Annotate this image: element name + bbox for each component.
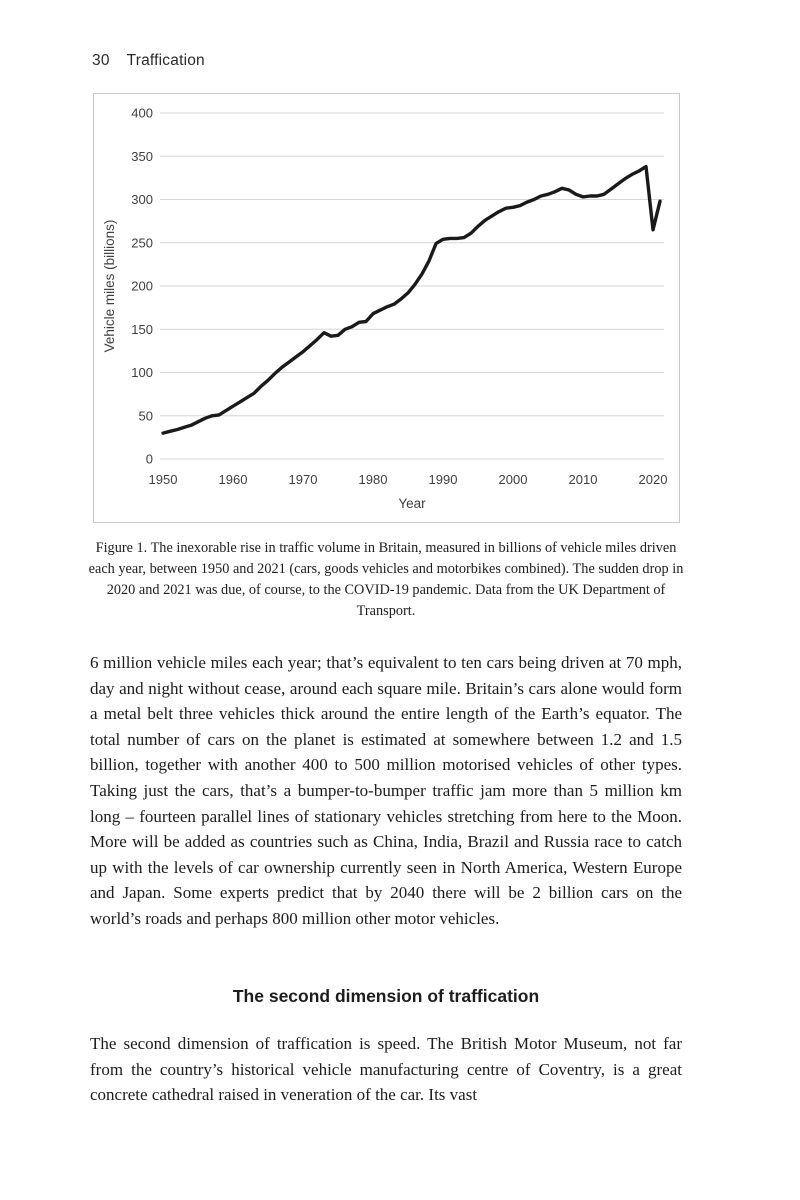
body-paragraph-2: The second dimension of traffication is … xyxy=(90,1034,682,1105)
y-tick-label: 100 xyxy=(131,365,153,380)
y-tick-label: 400 xyxy=(131,106,153,121)
y-tick-label: 350 xyxy=(131,149,153,164)
page-number: 30 xyxy=(92,52,110,69)
x-axis-title: Year xyxy=(398,496,426,511)
y-tick-label: 300 xyxy=(131,192,153,207)
x-tick-label: 1990 xyxy=(429,472,458,487)
x-tick-label: 2020 xyxy=(639,472,668,487)
x-tick-label: 1950 xyxy=(149,472,178,487)
y-axis-title: Vehicle miles (billions) xyxy=(102,220,117,353)
body-paragraph-1: 6 million vehicle miles each year; that’… xyxy=(90,653,682,928)
line-chart-svg: 0 50 100 150 200 250 300 350 400 1950 1960 1970 1980… xyxy=(102,106,668,512)
traffic-volume-line xyxy=(161,164,662,435)
y-tick-label: 150 xyxy=(131,322,153,337)
x-tick-label: 2000 xyxy=(499,472,528,487)
section-heading: The second dimension of traffication xyxy=(232,986,540,1006)
traffic-volume-chart: 0 50 100 150 200 250 300 350 400 1950 1960 1970 1980… xyxy=(93,93,680,523)
y-tick-label: 0 xyxy=(146,452,153,467)
running-header: 30 Traffication xyxy=(92,52,205,70)
x-tick-label: 1980 xyxy=(359,472,388,487)
y-tick-label: 50 xyxy=(139,408,153,423)
x-tick-label: 1970 xyxy=(289,472,318,487)
x-tick-label: 2010 xyxy=(569,472,598,487)
x-tick-label: 1960 xyxy=(219,472,248,487)
running-header-title: Traffication xyxy=(126,52,205,69)
y-tick-label: 250 xyxy=(131,235,153,250)
y-tick-label: 200 xyxy=(131,279,153,294)
figure-caption: Figure 1. The inexorable rise in traffic… xyxy=(88,540,684,619)
